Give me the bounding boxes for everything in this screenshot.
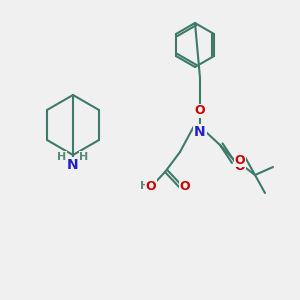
Text: N: N — [67, 158, 79, 172]
Text: H: H — [57, 152, 67, 162]
Text: O: O — [180, 181, 190, 194]
Text: H: H — [140, 181, 150, 191]
Text: N: N — [194, 125, 206, 139]
Text: O: O — [146, 179, 156, 193]
Text: O: O — [235, 154, 245, 166]
Text: O: O — [235, 160, 245, 173]
Text: O: O — [195, 104, 205, 118]
Text: H: H — [80, 152, 88, 162]
